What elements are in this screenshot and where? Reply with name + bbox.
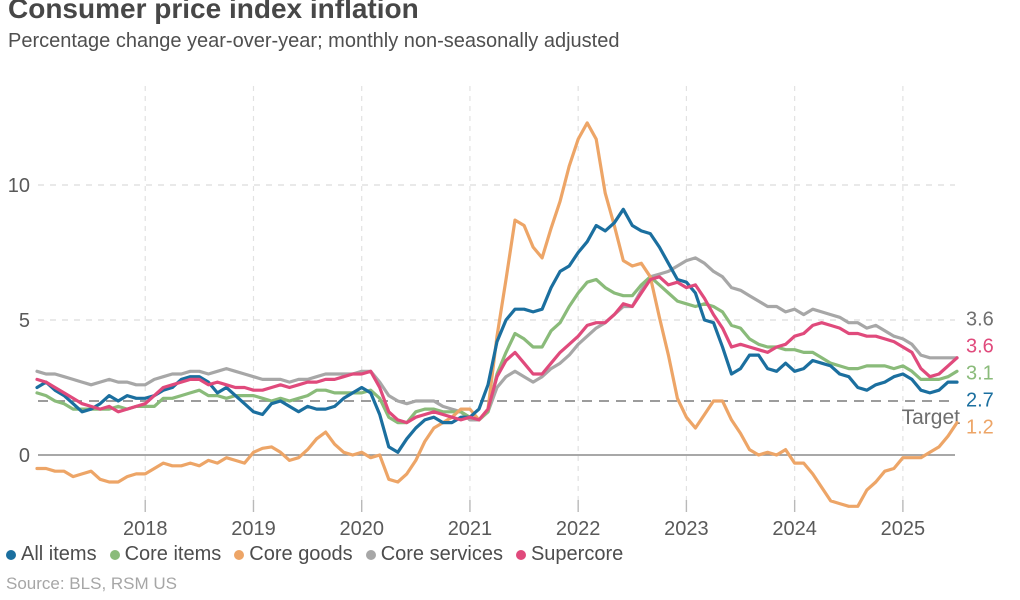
series-line-supercore (35, 275, 959, 425)
legend-item-core-items: Core items (109, 543, 222, 566)
legend-dot-supercore (515, 549, 526, 560)
legend-dot-core-items (109, 549, 120, 560)
legend-label-core-services: Core services (380, 543, 503, 565)
legend: All items Core items Core goods Core servic… (6, 543, 623, 566)
end-label-all-items: 2.7 (966, 389, 994, 411)
x-axis-label-2023: 2023 (664, 518, 709, 540)
chart-title: Consumer price index inflation (8, 0, 419, 24)
end-label-core-items: 3.1 (966, 362, 994, 384)
legend-item-core-goods: Core goods (234, 543, 353, 566)
legend-dot-all-items (6, 549, 16, 560)
end-label-supercore: 3.6 (966, 335, 994, 357)
x-axis-label-2024: 2024 (772, 518, 817, 540)
series-line-core-goods (35, 121, 959, 508)
legend-item-core-services: Core services (365, 543, 503, 566)
chart-subtitle: Percentage change year-over-year; monthl… (8, 30, 620, 52)
end-label-core-goods: 1.2 (966, 416, 994, 438)
legend-item-supercore: Supercore (515, 543, 624, 566)
y-axis-label-5: 5 (19, 310, 30, 332)
y-axis-label-10: 10 (8, 175, 30, 197)
x-axis-label-2022: 2022 (556, 518, 601, 540)
source-note: Source: BLS, RSM US (6, 574, 178, 593)
x-axis-label-2019: 2019 (231, 518, 276, 540)
y-axis-label-0: 0 (19, 445, 30, 467)
legend-item-all-items: All items (6, 543, 97, 566)
target-label: Target (902, 406, 961, 429)
legend-dot-core-services (365, 549, 376, 560)
series-line-core-services (35, 256, 959, 422)
x-axis-label-2025: 2025 (881, 518, 926, 540)
x-axis-label-2020: 2020 (339, 518, 384, 540)
x-axis-label-2021: 2021 (448, 518, 493, 540)
series-line-all-items (35, 207, 959, 454)
legend-label-core-items: Core items (124, 543, 222, 565)
end-label-core-services: 3.6 (966, 308, 994, 330)
legend-label-all-items: All items (21, 543, 97, 565)
x-axis-label-2018: 2018 (123, 518, 168, 540)
legend-label-supercore: Supercore (530, 543, 624, 565)
legend-dot-core-goods (234, 549, 245, 560)
legend-label-core-goods: Core goods (249, 543, 353, 565)
